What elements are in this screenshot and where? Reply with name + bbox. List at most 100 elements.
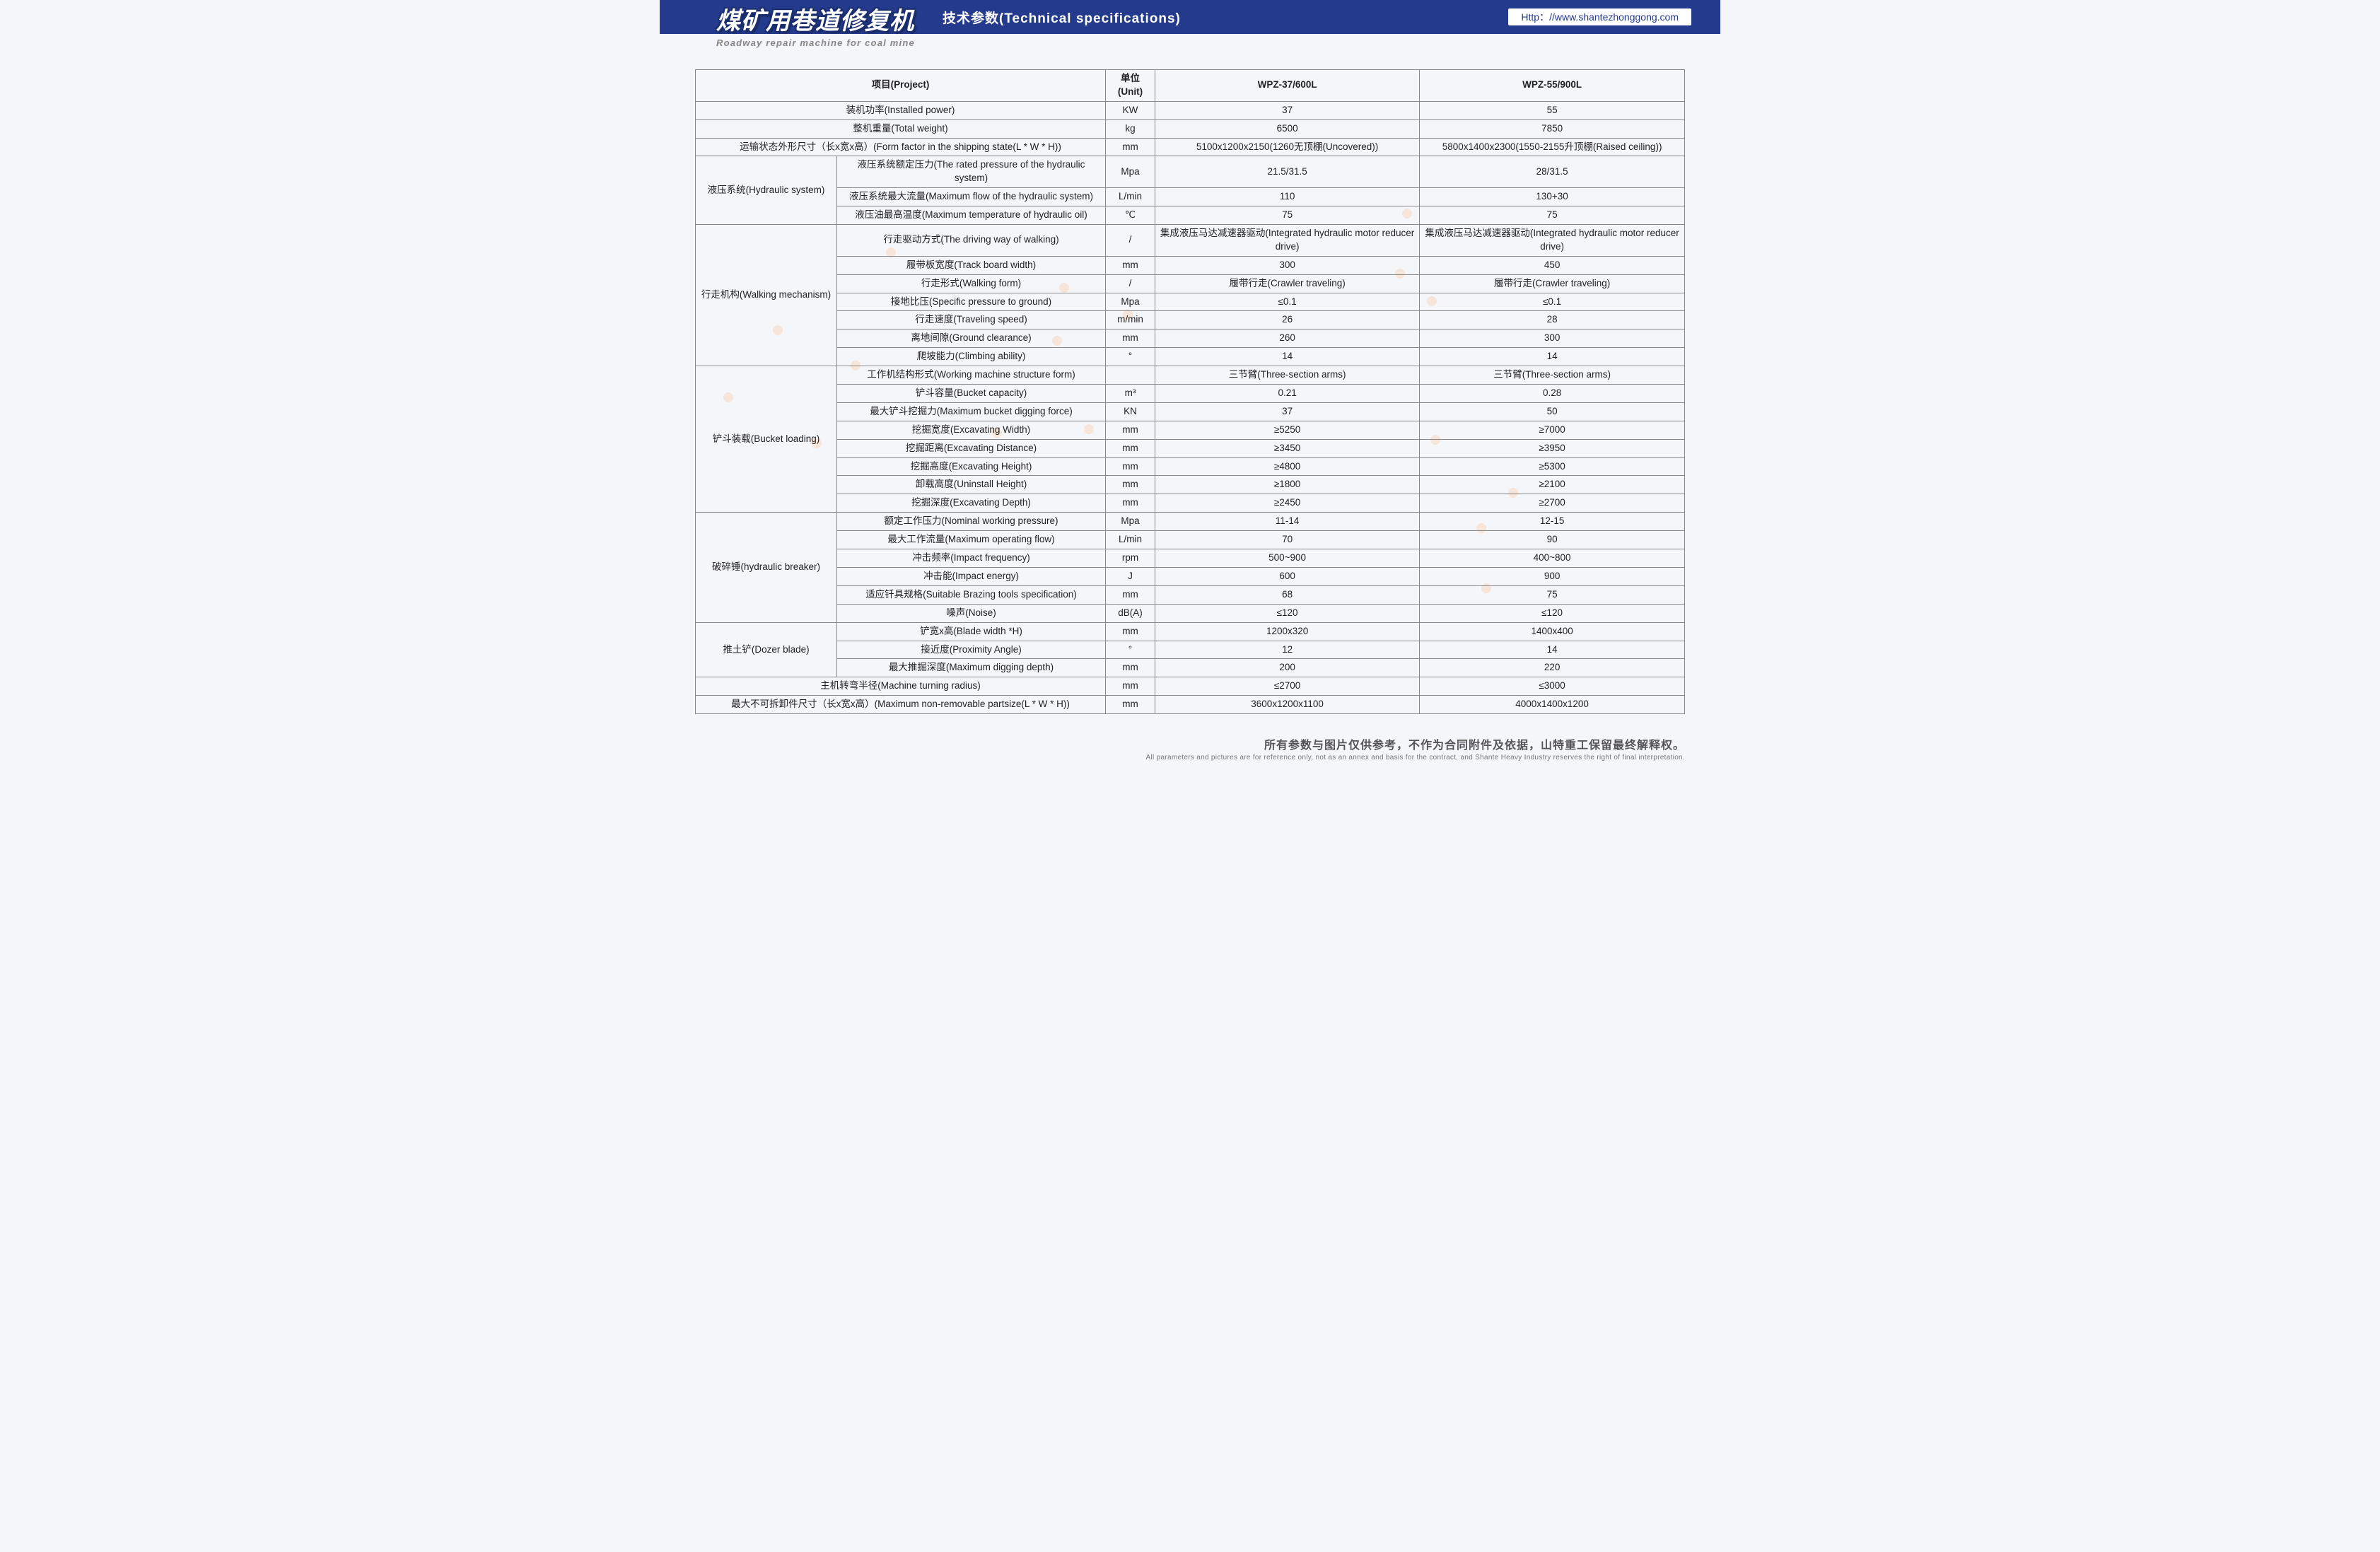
- table-header-row: 项目(Project) 单位(Unit) WPZ-37/600L WPZ-55/…: [696, 70, 1685, 102]
- cell-project: 挖掘深度(Excavating Depth): [837, 494, 1106, 513]
- table-row: 噪声(Noise)dB(A)≤120≤120: [696, 604, 1685, 622]
- cell-m1: 110: [1155, 188, 1420, 206]
- table-row: 液压油最高温度(Maximum temperature of hydraulic…: [696, 206, 1685, 225]
- cell-group: 行走机构(Walking mechanism): [696, 225, 837, 366]
- cell-project: 液压油最高温度(Maximum temperature of hydraulic…: [837, 206, 1106, 225]
- cell-unit: mm: [1106, 696, 1155, 714]
- table-row: 适应钎具规格(Suitable Brazing tools specificat…: [696, 585, 1685, 604]
- cell-m2: 0.28: [1420, 385, 1685, 403]
- table-row: 破碎锤(hydraulic breaker)额定工作压力(Nominal wor…: [696, 513, 1685, 531]
- cell-unit: /: [1106, 274, 1155, 293]
- cell-unit: ℃: [1106, 206, 1155, 225]
- cell-project: 适应钎具规格(Suitable Brazing tools specificat…: [837, 585, 1106, 604]
- table-row: 冲击频率(Impact frequency)rpm500~900400~800: [696, 549, 1685, 568]
- cell-m1: 600: [1155, 567, 1420, 585]
- cell-m1: 75: [1155, 206, 1420, 225]
- cell-project: 履带板宽度(Track board width): [837, 256, 1106, 274]
- cell-m2: ≥7000: [1420, 421, 1685, 439]
- cell-project: 工作机结构形式(Working machine structure form): [837, 366, 1106, 385]
- cell-unit: mm: [1106, 622, 1155, 641]
- cell-unit: L/min: [1106, 188, 1155, 206]
- table-row: 最大不可拆卸件尺寸（长x宽x高）(Maximum non-removable p…: [696, 696, 1685, 714]
- cell-unit: mm: [1106, 256, 1155, 274]
- cell-m2: 900: [1420, 567, 1685, 585]
- table-row: 挖掘宽度(Excavating Width)mm≥5250≥7000: [696, 421, 1685, 439]
- cell-m2: 履带行走(Crawler traveling): [1420, 274, 1685, 293]
- cell-project: 主机转弯半径(Machine turning radius): [696, 677, 1106, 696]
- cell-unit: °: [1106, 348, 1155, 366]
- table-row: 行走速度(Traveling speed)m/min2628: [696, 311, 1685, 329]
- cell-m1: 3600x1200x1100: [1155, 696, 1420, 714]
- cell-m1: 200: [1155, 659, 1420, 677]
- header-subtitle: 技术参数(Technical specifications): [943, 8, 1181, 27]
- website-url[interactable]: Http：//www.shantezhonggong.com: [1507, 8, 1692, 26]
- cell-m2: ≥3950: [1420, 439, 1685, 457]
- cell-unit: mm: [1106, 439, 1155, 457]
- cell-m2: 450: [1420, 256, 1685, 274]
- cell-m2: 集成液压马达减速器驱动(Integrated hydraulic motor r…: [1420, 225, 1685, 257]
- cell-project: 最大铲斗挖掘力(Maximum bucket digging force): [837, 402, 1106, 421]
- cell-project: 装机功率(Installed power): [696, 101, 1106, 119]
- footer-en: All parameters and pictures are for refe…: [660, 754, 1685, 762]
- cell-unit: Mpa: [1106, 513, 1155, 531]
- cell-m2: 400~800: [1420, 549, 1685, 568]
- col-unit: 单位(Unit): [1106, 70, 1155, 102]
- col-model2: WPZ-55/900L: [1420, 70, 1685, 102]
- table-row: 液压系统最大流量(Maximum flow of the hydraulic s…: [696, 188, 1685, 206]
- cell-m2: 28/31.5: [1420, 156, 1685, 188]
- cell-project: 冲击能(Impact energy): [837, 567, 1106, 585]
- cell-project: 接近度(Proximity Angle): [837, 641, 1106, 659]
- cell-project: 冲击频率(Impact frequency): [837, 549, 1106, 568]
- page-title-cn: 煤矿用巷道修复机: [716, 1, 915, 36]
- cell-m1: 68: [1155, 585, 1420, 604]
- cell-project: 接地比压(Specific pressure to ground): [837, 293, 1106, 311]
- cell-project: 卸载高度(Uninstall Height): [837, 476, 1106, 494]
- cell-m2: ≥2100: [1420, 476, 1685, 494]
- cell-m1: 26: [1155, 311, 1420, 329]
- table-row: 铲斗装载(Bucket loading)工作机结构形式(Working mach…: [696, 366, 1685, 385]
- cell-project: 最大推掘深度(Maximum digging depth): [837, 659, 1106, 677]
- cell-unit: L/min: [1106, 531, 1155, 549]
- footer-note: 所有参数与图片仅供参考，不作为合同附件及依据，山特重工保留最终解释权。 All …: [660, 728, 1720, 776]
- cell-m1: ≥2450: [1155, 494, 1420, 513]
- col-model1: WPZ-37/600L: [1155, 70, 1420, 102]
- cell-m2: 55: [1420, 101, 1685, 119]
- cell-unit: mm: [1106, 494, 1155, 513]
- title-block: 煤矿用巷道修复机 Roadway repair machine for coal…: [716, 1, 915, 48]
- cell-m1: 集成液压马达减速器驱动(Integrated hydraulic motor r…: [1155, 225, 1420, 257]
- cell-m1: ≥4800: [1155, 457, 1420, 476]
- cell-group: 液压系统(Hydraulic system): [696, 156, 837, 225]
- cell-m2: 28: [1420, 311, 1685, 329]
- cell-project: 挖掘高度(Excavating Height): [837, 457, 1106, 476]
- table-row: 运输状态外形尺寸（长x宽x高）(Form factor in the shipp…: [696, 138, 1685, 156]
- cell-m1: 300: [1155, 256, 1420, 274]
- table-row: 行走形式(Walking form)/履带行走(Crawler travelin…: [696, 274, 1685, 293]
- cell-project: 整机重量(Total weight): [696, 119, 1106, 138]
- cell-m1: ≤2700: [1155, 677, 1420, 696]
- cell-unit: mm: [1106, 138, 1155, 156]
- cell-m1: 0.21: [1155, 385, 1420, 403]
- cell-group: 铲斗装载(Bucket loading): [696, 366, 837, 513]
- table-row: 最大铲斗挖掘力(Maximum bucket digging force)KN3…: [696, 402, 1685, 421]
- cell-m1: 6500: [1155, 119, 1420, 138]
- cell-m2: 4000x1400x1200: [1420, 696, 1685, 714]
- cell-m2: ≤120: [1420, 604, 1685, 622]
- cell-m1: 37: [1155, 101, 1420, 119]
- cell-m1: ≤120: [1155, 604, 1420, 622]
- cell-unit: /: [1106, 225, 1155, 257]
- cell-unit: KN: [1106, 402, 1155, 421]
- cell-project: 噪声(Noise): [837, 604, 1106, 622]
- table-row: 挖掘深度(Excavating Depth)mm≥2450≥2700: [696, 494, 1685, 513]
- cell-unit: mm: [1106, 585, 1155, 604]
- table-row: 接近度(Proximity Angle)°1214: [696, 641, 1685, 659]
- cell-m2: 300: [1420, 329, 1685, 348]
- table-row: 冲击能(Impact energy)J600900: [696, 567, 1685, 585]
- table-row: 接地比压(Specific pressure to ground)Mpa≤0.1…: [696, 293, 1685, 311]
- cell-m1: 1200x320: [1155, 622, 1420, 641]
- cell-m1: 三节臂(Three-section arms): [1155, 366, 1420, 385]
- cell-project: 铲宽x高(Blade width *H): [837, 622, 1106, 641]
- cell-project: 行走驱动方式(The driving way of walking): [837, 225, 1106, 257]
- table-row: 挖掘距离(Excavating Distance)mm≥3450≥3950: [696, 439, 1685, 457]
- cell-m2: 7850: [1420, 119, 1685, 138]
- cell-unit: J: [1106, 567, 1155, 585]
